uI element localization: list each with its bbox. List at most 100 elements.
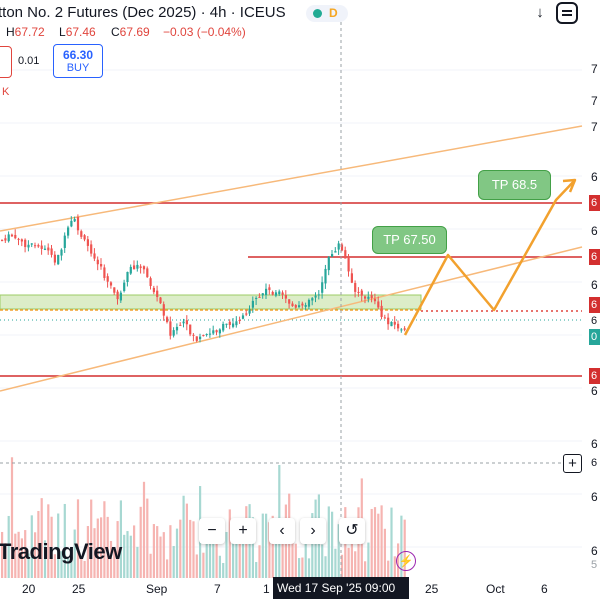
volume-bar <box>261 513 264 578</box>
chart-title[interactable]: tton No. 2 Futures (Dec 2025) · 4h · ICE… <box>0 4 286 21</box>
candle-body <box>169 321 172 336</box>
candle-body <box>245 313 248 315</box>
projection-arrowhead <box>562 178 577 193</box>
volume-bar <box>146 498 149 578</box>
price-label-countdown: 0 <box>589 329 600 345</box>
candle-body <box>304 305 307 307</box>
volume-bar <box>232 541 235 578</box>
volume-bar <box>225 531 228 578</box>
candle-body <box>205 334 208 336</box>
candle-body <box>172 330 175 336</box>
screenshot-icon[interactable] <box>556 2 578 24</box>
zoom-in-button[interactable]: + <box>230 518 256 544</box>
volume-bar <box>238 538 241 578</box>
candle-body <box>387 317 390 325</box>
lightning-icon[interactable]: ⚡ <box>396 551 416 571</box>
volume-bar <box>93 528 96 578</box>
y-tick: 6 <box>591 544 598 558</box>
volume-bar <box>215 533 218 578</box>
candle-body <box>397 323 400 329</box>
scroll-left-button[interactable]: ‹ <box>269 518 295 544</box>
x-tick: Oct <box>486 582 505 596</box>
candle-body <box>393 321 396 325</box>
candle-body <box>373 298 377 302</box>
candle-body <box>212 330 215 334</box>
volume-bar <box>119 500 122 578</box>
candle-body <box>76 217 80 231</box>
candle-body <box>334 251 337 253</box>
volume-bar <box>281 523 284 578</box>
candle-body <box>340 244 344 251</box>
arrow-down-icon[interactable]: ↓ <box>536 4 544 21</box>
tp-label-2[interactable]: TP 68.5 <box>478 170 551 200</box>
volume-bar <box>133 525 136 578</box>
volume-bar <box>73 529 76 578</box>
reset-chart-button[interactable]: ↺ <box>339 518 365 544</box>
candle-body <box>24 239 27 248</box>
zoom-out-button[interactable]: − <box>199 518 225 544</box>
candle-body <box>347 257 350 272</box>
candle-body <box>357 291 360 293</box>
volume-bar <box>334 548 337 578</box>
ohlc-close: C67.69 <box>111 25 150 39</box>
volume-bar <box>380 505 383 578</box>
y-tick: 7 <box>591 120 598 134</box>
volume-bar <box>100 517 103 578</box>
volume-bar <box>103 501 106 578</box>
x-tick: 1 <box>263 582 270 596</box>
candle-body <box>265 288 268 296</box>
candle-body <box>403 328 406 330</box>
volume-bar <box>1 531 4 578</box>
candle-body <box>73 219 76 222</box>
candle-body <box>294 305 297 308</box>
volume-bar <box>53 554 56 578</box>
sell-button[interactable] <box>0 46 12 78</box>
price-label-resistance-mid: 6 <box>589 249 600 265</box>
volume-bar <box>373 507 377 578</box>
candle-body <box>119 292 122 301</box>
buy-button[interactable]: 66.30 BUY <box>53 44 103 78</box>
price-label-current: 6 <box>589 297 600 313</box>
x-tick: 25 <box>425 582 439 596</box>
volume-bar <box>30 515 33 578</box>
candle-body <box>189 324 192 335</box>
candle-body <box>344 250 347 259</box>
volume-bar <box>304 518 307 578</box>
channel-lower-line <box>0 246 583 392</box>
volume-bar <box>251 517 254 578</box>
candle-body <box>192 334 195 336</box>
candle-body <box>142 266 146 270</box>
volume-bar <box>43 540 47 578</box>
volume-bar <box>63 503 66 578</box>
ohlc-low: L67.46 <box>59 25 96 39</box>
volume-bar <box>208 537 212 578</box>
candle-body <box>370 295 373 299</box>
volume-bar <box>189 519 192 578</box>
volume-bar <box>291 537 294 578</box>
price-label-support: 6 <box>589 368 600 384</box>
plus-icon[interactable]: + <box>563 454 582 473</box>
candle-body <box>4 238 7 241</box>
candle-body <box>1 239 4 241</box>
volume-bar <box>383 528 386 578</box>
candle-body <box>261 293 264 296</box>
y-tick: 6 <box>591 224 598 238</box>
volume-bar <box>106 516 109 578</box>
y-tick: 6 <box>591 490 598 504</box>
volume-bar <box>271 515 274 578</box>
volume-bar <box>37 510 40 578</box>
volume-bar <box>169 525 172 578</box>
ohlc-change: −0.03 (−0.04%) <box>163 25 246 39</box>
tp-label-1[interactable]: TP 67.50 <box>372 226 447 254</box>
volume-bar <box>83 560 86 578</box>
candle-body <box>288 299 291 304</box>
candle-body <box>298 305 301 308</box>
volume-bar <box>57 513 60 578</box>
ohlc-high: H67.72 <box>6 25 45 39</box>
scroll-right-button[interactable]: › <box>300 518 326 544</box>
volume-bar <box>340 554 344 578</box>
candle-body <box>271 291 274 295</box>
volume-bar <box>172 546 175 578</box>
candle-body <box>195 336 198 341</box>
